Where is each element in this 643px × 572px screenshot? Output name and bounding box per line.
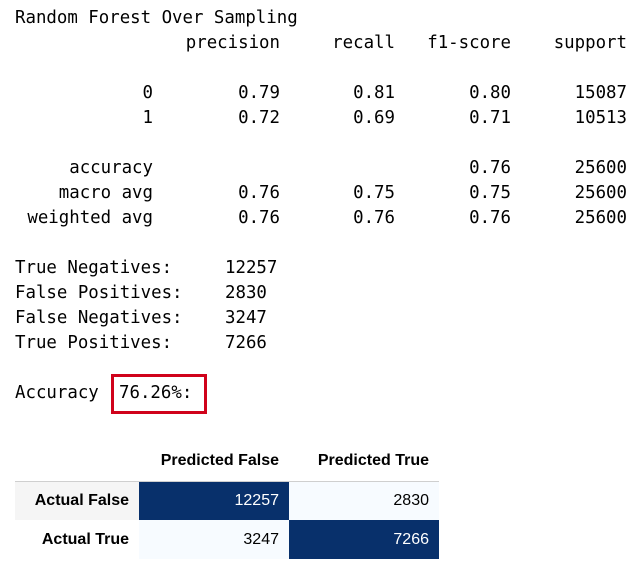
row-support: 25600 xyxy=(574,183,627,203)
count-label: True Negatives: xyxy=(15,258,173,278)
row-label: 1 xyxy=(142,108,153,128)
row-label: macro avg xyxy=(58,183,153,203)
table-row: Actual False 12257 2830 xyxy=(15,481,439,520)
row-recall: 0.81 xyxy=(353,83,395,103)
row-f1: 0.76 xyxy=(469,158,511,178)
row-support: 25600 xyxy=(574,208,627,228)
row-f1: 0.76 xyxy=(469,208,511,228)
header-precision: precision xyxy=(185,33,280,53)
report-title: Random Forest Over Sampling xyxy=(15,8,298,28)
row-recall: 0.75 xyxy=(353,183,395,203)
matrix-cell: 7266 xyxy=(289,520,439,559)
accuracy-value: 76.26%: xyxy=(119,383,193,403)
header-recall: recall xyxy=(332,33,395,53)
count-label: True Positives: xyxy=(15,333,173,353)
matrix-cell: 2830 xyxy=(289,481,439,520)
row-support: 15087 xyxy=(574,83,627,103)
corner-cell xyxy=(15,442,139,482)
accuracy-label: Accuracy xyxy=(15,383,99,403)
row-label: 0 xyxy=(142,83,153,103)
count-value: 2830 xyxy=(225,283,267,303)
column-header: Predicted True xyxy=(289,442,439,482)
matrix-cell: 3247 xyxy=(139,520,289,559)
row-precision: 0.79 xyxy=(238,83,280,103)
row-header: Actual True xyxy=(41,530,129,548)
row-f1: 0.75 xyxy=(469,183,511,203)
table-row: Actual True 3247 7266 xyxy=(15,520,439,559)
row-precision: 0.76 xyxy=(238,208,280,228)
matrix-cell: 12257 xyxy=(139,481,289,520)
count-value: 3247 xyxy=(225,308,267,328)
count-label: False Negatives: xyxy=(15,308,183,328)
header-f1-score: f1-score xyxy=(427,33,511,53)
count-value: 7266 xyxy=(225,333,267,353)
count-label: False Positives: xyxy=(15,283,183,303)
row-recall: 0.69 xyxy=(353,108,395,128)
header-support: support xyxy=(553,33,627,53)
column-header: Predicted False xyxy=(139,442,289,482)
row-support: 10513 xyxy=(574,108,627,128)
confusion-matrix-table: Predicted False Predicted True Actual Fa… xyxy=(15,442,439,559)
row-f1: 0.71 xyxy=(469,108,511,128)
row-label: accuracy xyxy=(69,158,153,178)
row-f1: 0.80 xyxy=(469,83,511,103)
row-label: weighted avg xyxy=(27,208,153,228)
count-value: 12257 xyxy=(225,258,278,278)
row-support: 25600 xyxy=(574,158,627,178)
row-precision: 0.72 xyxy=(238,108,280,128)
row-recall: 0.76 xyxy=(353,208,395,228)
row-header: Actual False xyxy=(34,491,129,509)
row-precision: 0.76 xyxy=(238,183,280,203)
accuracy-highlight-box xyxy=(111,374,207,414)
table-header-row: Predicted False Predicted True xyxy=(15,442,439,482)
